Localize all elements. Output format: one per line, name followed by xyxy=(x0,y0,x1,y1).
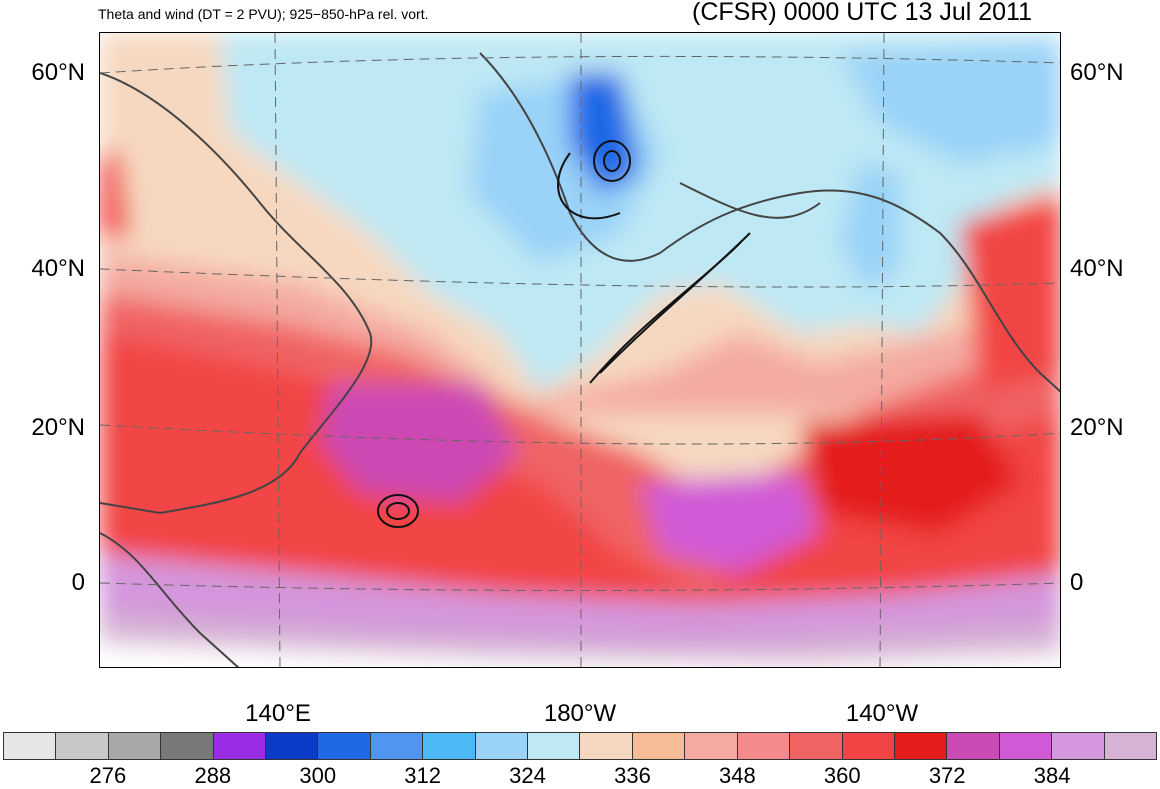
colorbar-swatch xyxy=(632,733,686,759)
lat-label-40n-left: 40°N xyxy=(31,255,85,282)
colorbar-label: 324 xyxy=(509,763,546,788)
colorbar-swatch xyxy=(999,733,1053,759)
colorbar xyxy=(3,732,1157,760)
colorbar-label: 300 xyxy=(299,763,337,788)
lat-label-40n-right: 40°N xyxy=(1070,255,1124,282)
coastlines xyxy=(100,52,1060,667)
lat-label-60n-left: 60°N xyxy=(31,59,85,86)
lon-label-140w: 140°W xyxy=(845,700,919,727)
colorbar-label: 360 xyxy=(823,763,861,788)
colorbar-label: 348 xyxy=(719,763,756,788)
colorbar-label: 384 xyxy=(1033,763,1071,788)
lon-label-180w: 180°W xyxy=(543,700,617,727)
colorbar-swatch xyxy=(161,733,214,759)
colorbar-swatch xyxy=(4,733,57,759)
lat-label-0-left: 0 xyxy=(71,569,85,596)
colorbar-swatch xyxy=(737,733,791,759)
colorbar-swatch xyxy=(423,733,476,759)
lat-label-20n-left: 20°N xyxy=(31,414,85,441)
graticule xyxy=(100,33,1060,667)
vorticity-contours xyxy=(377,140,751,528)
colorbar-label: 312 xyxy=(404,763,441,788)
colorbar-swatch xyxy=(1104,733,1156,759)
colorbar-swatch xyxy=(56,733,109,759)
theta-field xyxy=(100,33,1060,667)
map-panel xyxy=(99,32,1061,668)
lat-label-0-right: 0 xyxy=(1070,569,1084,596)
lat-label-20n-right: 20°N xyxy=(1070,414,1124,441)
colorbar-swatch xyxy=(894,733,948,759)
colorbar-swatch xyxy=(528,733,581,759)
plot-title-right: (CFSR) 0000 UTC 13 Jul 2011 xyxy=(692,0,1032,26)
lon-label-140e: 140°E xyxy=(245,700,311,727)
colorbar-swatch xyxy=(213,733,267,759)
colorbar-swatch xyxy=(685,733,738,759)
colorbar-label: 336 xyxy=(614,763,651,788)
colorbar-swatch xyxy=(475,733,529,759)
colorbar-label: 372 xyxy=(928,763,966,788)
colorbar-swatch xyxy=(318,733,371,759)
plot-title-left: Theta and wind (DT = 2 PVU); 925−850-hPa… xyxy=(98,6,429,22)
map-field xyxy=(100,33,1060,667)
colorbar-swatch xyxy=(790,733,843,759)
colorbar-swatch xyxy=(842,733,895,759)
colorbar-swatch xyxy=(266,733,319,759)
colorbar-label: 288 xyxy=(194,763,232,788)
lat-label-60n-right: 60°N xyxy=(1070,59,1124,86)
colorbar-swatch xyxy=(1052,733,1105,759)
colorbar-swatch xyxy=(370,733,424,759)
colorbar-swatch xyxy=(580,733,633,759)
colorbar-swatch xyxy=(108,733,162,759)
colorbar-swatch xyxy=(947,733,1000,759)
colorbar-label: 276 xyxy=(89,763,127,788)
